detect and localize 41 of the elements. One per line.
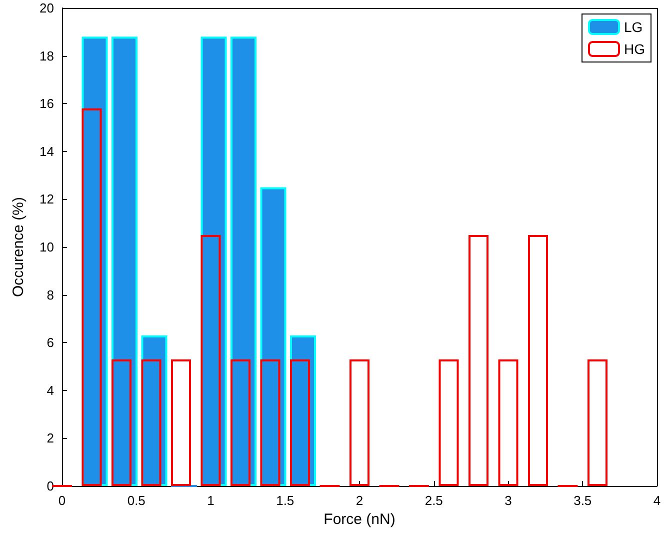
y-tick-label: 4 <box>46 382 54 398</box>
y-axis-title: Occurence (%) <box>10 196 27 298</box>
y-tick-label: 2 <box>46 430 54 446</box>
x-tick-label: 2.5 <box>424 493 443 508</box>
bar <box>112 36 138 486</box>
bar <box>438 359 459 486</box>
bar <box>350 359 370 486</box>
x-tick-label: 3 <box>504 493 512 508</box>
bar <box>200 235 221 486</box>
bar <box>588 359 608 486</box>
bar <box>200 36 227 486</box>
x-tick-label: 2 <box>356 493 364 508</box>
bar <box>112 359 132 486</box>
bar <box>171 359 191 486</box>
x-tick-label: 1.5 <box>276 493 294 508</box>
y-tick-label: 14 <box>40 144 54 159</box>
y-tick-label: 18 <box>40 48 54 64</box>
y-tick-label: 8 <box>46 287 54 302</box>
y-tick-label: 20 <box>40 0 54 16</box>
y-tick-label: 16 <box>40 96 54 112</box>
legend-label: LG <box>624 19 643 35</box>
x-axis-title: Force (nN) <box>324 510 396 528</box>
bar <box>260 359 280 486</box>
legend-label: HG <box>624 41 645 57</box>
x-tick-label: 4 <box>653 493 661 508</box>
bar <box>528 235 548 486</box>
y-tick-label: 6 <box>46 335 54 350</box>
x-tick-label: 3.5 <box>574 493 592 508</box>
bar <box>230 359 250 486</box>
y-tick-label: 10 <box>40 240 54 254</box>
x-tick-label: 1 <box>207 493 214 508</box>
bar <box>498 359 518 486</box>
bar <box>82 108 102 486</box>
bar <box>230 36 256 486</box>
y-tick-label: 12 <box>40 192 54 207</box>
bar <box>290 359 310 486</box>
x-tick-label: 0 <box>58 493 66 508</box>
bar <box>260 187 286 486</box>
bar <box>141 359 162 486</box>
bar <box>468 235 488 486</box>
x-tick-label: 0.5 <box>127 493 146 508</box>
